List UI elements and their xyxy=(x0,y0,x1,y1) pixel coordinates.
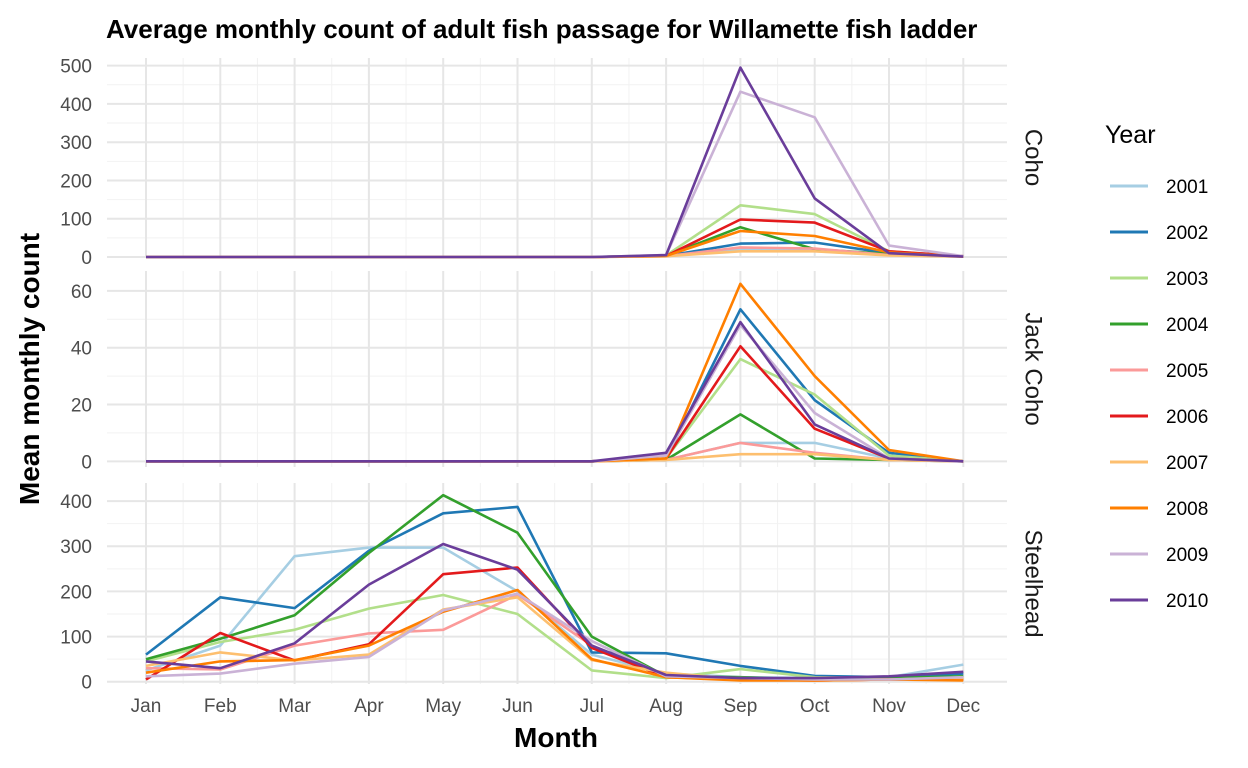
y-tick-label: 60 xyxy=(71,282,92,303)
y-tick-label: 200 xyxy=(60,171,92,192)
y-tick-label: 300 xyxy=(60,133,92,154)
x-tick-label: Apr xyxy=(354,696,384,717)
x-tick-label: Nov xyxy=(872,696,906,717)
series-line-2010 xyxy=(145,542,964,680)
legend-label-2005: 2005 xyxy=(1166,361,1208,382)
x-tick-label: Jun xyxy=(502,696,533,717)
y-axis-title: Mean monthly count xyxy=(14,233,45,505)
panel-coho: 0 100 200 300 400 500 Coho xyxy=(60,57,1046,269)
x-tick-label: Feb xyxy=(204,696,237,717)
chart-title: Average monthly count of adult fish pass… xyxy=(106,14,977,44)
legend-title: Year xyxy=(1105,121,1156,149)
series-line-2009 xyxy=(145,592,964,681)
facet-strip-label: Jack Coho xyxy=(1020,312,1047,425)
y-tick-label: 300 xyxy=(60,537,92,558)
panels-group: 0 100 200 300 400 500 Coho 0 20 40 60 Jack Coho 0 100… xyxy=(60,57,1046,717)
legend: Year 2001 2002 2003 2004 2005 2006 2007 2008 200… xyxy=(1105,121,1209,612)
x-tick-label: Jul xyxy=(580,696,604,717)
y-tick-label: 0 xyxy=(81,452,92,473)
legend-label-2002: 2002 xyxy=(1166,223,1208,244)
y-tick-label: 100 xyxy=(60,628,92,649)
facet-strip-label: Steelhead xyxy=(1020,529,1047,637)
x-tick-label: Aug xyxy=(649,696,683,717)
y-tick-label: 20 xyxy=(71,396,92,417)
x-tick-label: Dec xyxy=(946,696,980,717)
legend-label-2006: 2006 xyxy=(1166,407,1208,428)
panel-steelhead: 0 100 200 300 400 Steelhead xyxy=(60,483,1047,694)
legend-label-2008: 2008 xyxy=(1166,499,1208,520)
y-tick-label: 400 xyxy=(60,95,92,116)
series-line-2010 xyxy=(146,66,964,259)
legend-label-2001: 2001 xyxy=(1166,177,1208,198)
x-axis-title: Month xyxy=(514,722,598,753)
facet-strip-label: Coho xyxy=(1020,129,1047,186)
x-tick-label: Jan xyxy=(131,696,162,717)
x-tick-label: Sep xyxy=(723,696,757,717)
y-tick-label: 0 xyxy=(81,673,92,694)
legend-label-2003: 2003 xyxy=(1166,269,1208,290)
y-tick-label: 0 xyxy=(81,248,92,269)
y-tick-label: 40 xyxy=(71,339,92,360)
y-tick-label: 500 xyxy=(60,57,92,78)
y-tick-label: 400 xyxy=(60,492,92,513)
x-tick-label: May xyxy=(425,696,461,717)
y-tick-label: 200 xyxy=(60,582,92,603)
x-tick-label: Oct xyxy=(800,696,830,717)
legend-label-2009: 2009 xyxy=(1166,545,1208,566)
series-line-2010 xyxy=(146,320,964,463)
legend-label-2007: 2007 xyxy=(1166,453,1208,474)
y-tick-label: 100 xyxy=(60,210,92,231)
panel-jack-coho: 0 20 40 60 Jack Coho xyxy=(71,271,1047,473)
x-tick-label: Mar xyxy=(278,696,311,717)
legend-label-2004: 2004 xyxy=(1166,315,1209,336)
legend-label-2010: 2010 xyxy=(1166,591,1208,612)
